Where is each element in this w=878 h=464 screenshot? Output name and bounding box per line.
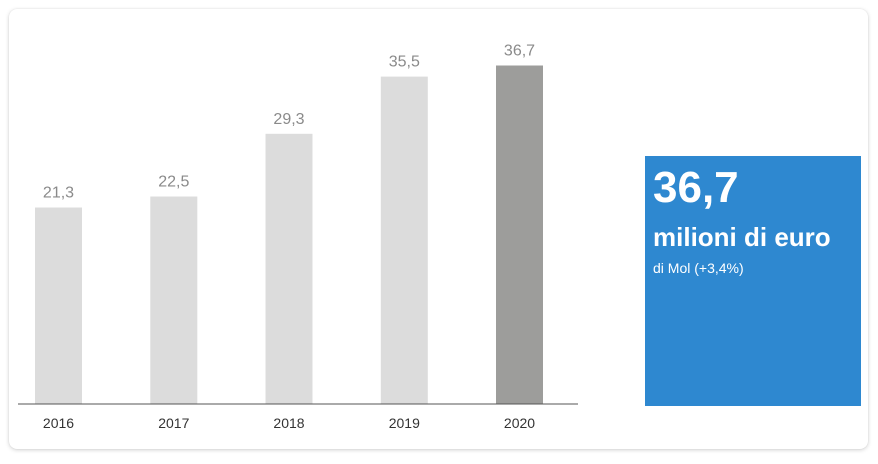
bars-group bbox=[35, 65, 543, 405]
highlight-box: 36,7 milioni di euro di Mol (+3,4%) bbox=[645, 156, 861, 406]
highlight-unit: milioni di euro bbox=[653, 222, 831, 252]
highlight-caption: di Mol (+3,4%) bbox=[653, 260, 744, 276]
tick-label-2020: 2020 bbox=[504, 415, 535, 431]
bar-2019 bbox=[380, 76, 428, 404]
tick-label-2016: 2016 bbox=[43, 415, 74, 431]
tick-labels-group: 2016 2017 2018 2019 2020 bbox=[43, 415, 535, 431]
bar-2020 bbox=[496, 65, 543, 404]
bar-2016 bbox=[35, 207, 82, 404]
tick-label-2017: 2017 bbox=[158, 415, 189, 431]
tick-label-2018: 2018 bbox=[273, 415, 304, 431]
value-labels-group: 21,3 22,5 29,3 35,5 36,7 bbox=[43, 43, 535, 202]
tick-label-2019: 2019 bbox=[389, 415, 420, 431]
value-label-2017: 22,5 bbox=[158, 174, 189, 191]
value-label-2016: 21,3 bbox=[43, 185, 74, 202]
value-label-2020: 36,7 bbox=[504, 43, 535, 60]
bar-2017 bbox=[150, 196, 198, 404]
value-label-2019: 35,5 bbox=[389, 54, 420, 71]
bar-2018 bbox=[265, 133, 313, 405]
highlight-value: 36,7 bbox=[653, 163, 739, 212]
value-label-2018: 29,3 bbox=[273, 111, 304, 128]
